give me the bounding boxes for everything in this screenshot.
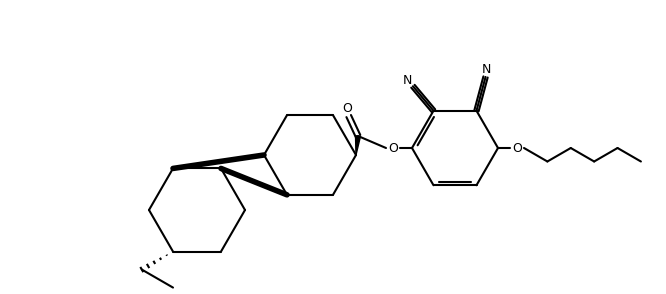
Text: N: N xyxy=(482,64,492,76)
Polygon shape xyxy=(356,136,360,155)
Text: O: O xyxy=(342,101,352,115)
Text: O: O xyxy=(512,141,522,155)
Text: O: O xyxy=(388,141,398,155)
Text: N: N xyxy=(403,74,413,87)
